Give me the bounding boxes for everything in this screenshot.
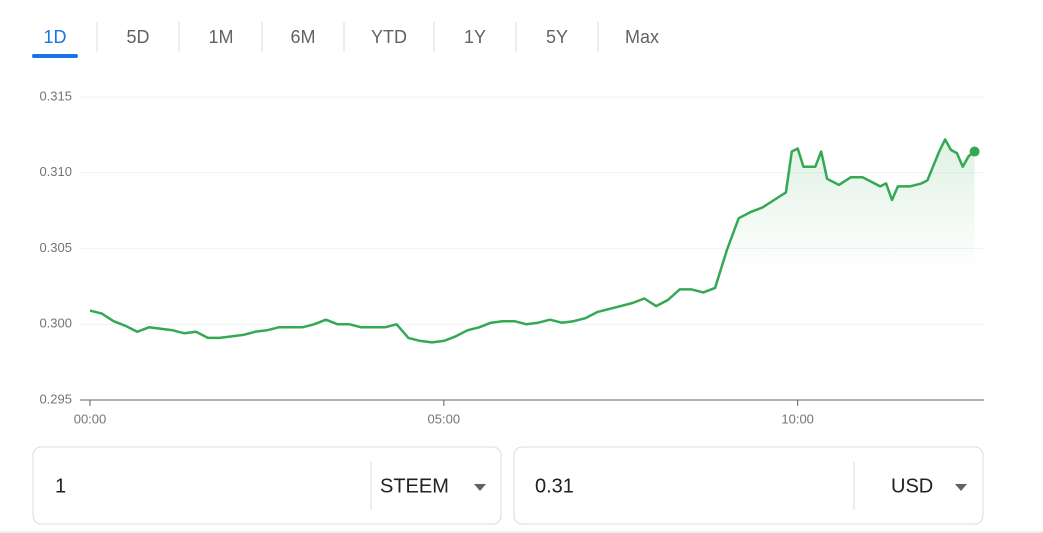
x-tick-label: 05:00 <box>428 411 461 426</box>
to-currency[interactable]: USD <box>891 475 933 497</box>
tab[interactable]: 6M <box>290 27 315 47</box>
y-tick-label: 0.300 <box>39 316 72 331</box>
active-tab-indicator <box>32 54 78 58</box>
dropdown-arrow[interactable] <box>474 484 486 491</box>
price-line <box>89 138 976 344</box>
tab[interactable]: 1Y <box>464 27 486 47</box>
converted-input[interactable]: 0.31 <box>535 475 574 497</box>
x-tick-label: 00:00 <box>74 411 107 426</box>
amount-box[interactable] <box>32 446 502 525</box>
tab[interactable]: 1D <box>43 27 66 47</box>
tab[interactable]: 5D <box>126 27 149 47</box>
y-tick-label: 0.315 <box>39 88 72 103</box>
tab[interactable]: 5Y <box>546 27 568 47</box>
x-tick-label: 10:00 <box>781 411 814 426</box>
converted-box[interactable] <box>513 446 984 525</box>
tab[interactable]: YTD <box>371 27 407 47</box>
area-fill <box>90 139 975 400</box>
dropdown-arrow[interactable] <box>955 484 967 491</box>
y-tick-label: 0.305 <box>39 240 72 255</box>
y-tick-label: 0.310 <box>39 164 72 179</box>
y-tick-label: 0.295 <box>39 391 72 406</box>
tab[interactable]: 1M <box>208 27 233 47</box>
last-point <box>969 146 980 157</box>
from-currency[interactable]: STEEM <box>380 475 449 497</box>
tab[interactable]: Max <box>625 27 659 47</box>
amount-input[interactable]: 1 <box>55 475 66 497</box>
